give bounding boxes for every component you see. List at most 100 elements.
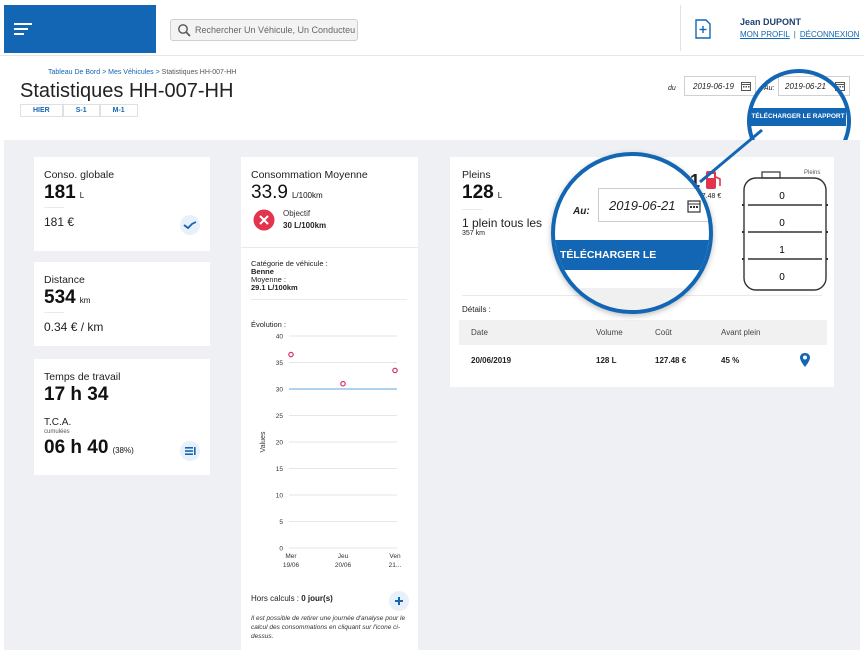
conso-unit: L — [79, 191, 85, 200]
avg-label: Moyenne : — [251, 275, 287, 284]
refuels-value: 128 — [462, 182, 494, 203]
tca-pct: (38%) — [112, 446, 134, 455]
breadcrumb-vehicles[interactable]: Mes Véhicules — [108, 69, 154, 76]
tab-m1[interactable]: M-1 — [99, 104, 138, 117]
data-point[interactable] — [340, 380, 346, 387]
data-point[interactable] — [288, 351, 294, 358]
tca-sub: cumulées — [44, 429, 70, 435]
distance-value-row: 534 km — [44, 287, 90, 309]
details-list-button[interactable] — [180, 441, 200, 461]
tab-s1[interactable]: S-1 — [62, 104, 100, 117]
divider — [251, 299, 407, 300]
fuel-tank-diagram: 0 0 1 0 — [742, 171, 828, 291]
work-time-card: Temps de travail 17 h 34 T.C.A. cumulées… — [34, 359, 210, 475]
distance-value: 534 — [44, 287, 76, 308]
distance-title: Distance — [44, 274, 85, 286]
trend-button[interactable] — [180, 215, 200, 235]
period-tabs: HIER S-1 M-1 — [20, 104, 138, 117]
x-tick-day: Mer — [285, 553, 297, 560]
table-row[interactable]: 20/06/2019 128 L 127.48 € 45 % — [459, 348, 827, 372]
zoom-date-field[interactable]: 2019-06-21 — [598, 188, 709, 222]
date-from-field[interactable]: 2019-06-19 — [684, 76, 756, 96]
column-header-before: Avant plein — [721, 328, 761, 337]
y-tick-label: 25 — [276, 413, 284, 420]
add-document-icon[interactable] — [694, 19, 712, 39]
logout-link[interactable]: DÉCONNEXION — [799, 30, 860, 39]
breadcrumb: Tableau De Bord > Mes Véhicules > Statis… — [48, 69, 236, 76]
average-value-row: 33.9 L/100km — [251, 182, 323, 204]
search-box[interactable] — [170, 19, 358, 41]
zoom-background — [555, 288, 709, 310]
tank-level: 0 — [779, 191, 785, 202]
objective-value: 30 L/100km — [283, 221, 327, 230]
breadcrumb-home[interactable]: Tableau De Bord — [48, 69, 101, 76]
row-volume: 128 L — [596, 356, 617, 365]
tca-value: 06 h 40 — [44, 437, 109, 458]
list-icon — [185, 447, 196, 455]
average-unit: L/100km — [291, 191, 323, 200]
hors-calculs-value: 0 jour(s) — [301, 594, 333, 603]
average-value: 33.9 — [251, 182, 288, 203]
exclusion-note: Il est possible de retirer une journée d… — [251, 615, 406, 640]
y-tick-label: 30 — [276, 387, 284, 394]
refuel-count: 1 — [690, 171, 701, 191]
refuel-frequency-km: 357 km — [462, 230, 485, 237]
conso-title: Conso. globale — [44, 169, 115, 181]
user-links: MON PROFIL | DÉCONNEXION — [740, 30, 859, 39]
average-consumption-card: Consommation Moyenne 33.9 L/100km Objecti… — [241, 157, 418, 650]
distance-unit: km — [79, 296, 91, 305]
evolution-chart: 0 5 10 15 20 25 30 35 40 Mer 19/06 Jeu 20/06 Ven 21..… — [260, 334, 402, 570]
calendar-icon[interactable] — [741, 81, 751, 91]
calendar-icon[interactable] — [687, 199, 701, 213]
add-day-button[interactable] — [389, 591, 409, 611]
zoom-download-button[interactable]: TÉLÉCHARGER LE RAPPORT — [555, 240, 709, 291]
y-tick-label: 15 — [276, 466, 284, 473]
zoom-date-label: Au: — [573, 206, 590, 217]
tank-label: Pleins — [804, 170, 821, 176]
user-name: Jean DUPONT — [740, 17, 802, 27]
work-time-title: Temps de travail — [44, 371, 121, 383]
row-before: 45 % — [721, 356, 740, 365]
page-title: Statistiques HH-007-HH — [20, 80, 234, 102]
y-tick-label: 5 — [279, 519, 283, 526]
divider — [44, 312, 64, 313]
search-input[interactable] — [195, 22, 355, 38]
x-tick-date: 21... — [389, 562, 402, 569]
column-header-cost: Coût — [655, 328, 672, 337]
conso-value: 181 — [44, 182, 76, 203]
category-label: Catégorie de véhicule : — [251, 259, 328, 268]
dashboard-content: Conso. globale 181 L 181 € Distance 534 km… — [4, 140, 860, 650]
data-point[interactable] — [392, 367, 398, 374]
plus-icon — [395, 597, 403, 605]
breadcrumb-sep: > — [100, 69, 109, 76]
refuels-table-header: Date Volume Coût Avant plein — [459, 320, 827, 345]
objective-failed-icon — [253, 209, 275, 231]
profile-link[interactable]: MON PROFIL — [740, 30, 790, 39]
y-tick-label: 40 — [276, 334, 284, 341]
x-tick-day: Ven — [389, 553, 401, 560]
tab-hier[interactable]: HIER — [20, 104, 63, 117]
y-tick-label: 0 — [279, 546, 283, 553]
date-from-value: 2019-06-19 — [693, 82, 734, 91]
menu-icon[interactable] — [14, 23, 34, 37]
tca-label: T.C.A. — [44, 417, 72, 428]
zoom-callout: Au: 2019-06-21 TÉLÉCHARGER LE RAPPORT — [551, 152, 713, 314]
row-cost: 127.48 € — [655, 356, 687, 365]
y-axis-label: Values — [260, 431, 267, 452]
search-icon — [178, 24, 191, 37]
y-tick-label: 20 — [276, 440, 284, 447]
map-pin-icon[interactable] — [799, 352, 811, 368]
link-separator: | — [793, 30, 796, 39]
breadcrumb-sep: > — [153, 69, 162, 76]
tank-level: 0 — [779, 272, 785, 283]
zoom-date-value: 2019-06-21 — [609, 198, 676, 213]
refuels-unit: L — [497, 191, 503, 200]
tank-level: 1 — [779, 245, 785, 256]
refuels-value-row: 128 L — [462, 182, 502, 204]
conso-cost: 181 € — [44, 215, 75, 229]
breadcrumb-current: Statistiques HH-007-HH — [161, 69, 237, 76]
trend-icon — [183, 221, 197, 230]
objective-label: Objectif — [283, 209, 311, 218]
evolution-label: Évolution : — [251, 320, 287, 329]
row-date: 20/06/2019 — [471, 356, 512, 365]
